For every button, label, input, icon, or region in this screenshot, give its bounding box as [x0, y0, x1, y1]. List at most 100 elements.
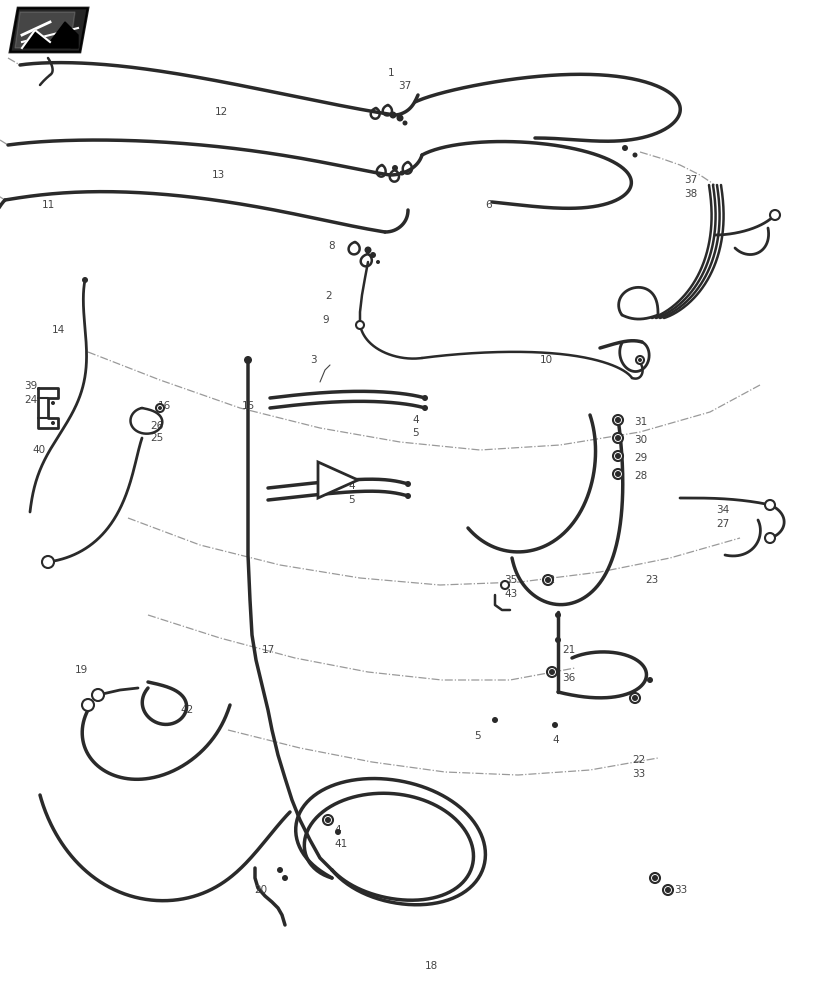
Circle shape — [651, 875, 657, 881]
Text: 17: 17 — [262, 645, 275, 655]
Circle shape — [664, 887, 670, 893]
Circle shape — [554, 637, 560, 643]
Circle shape — [545, 577, 550, 583]
Text: 33: 33 — [631, 769, 645, 779]
Text: 14: 14 — [52, 325, 66, 335]
Circle shape — [396, 114, 403, 121]
Circle shape — [364, 246, 371, 253]
Text: 25: 25 — [150, 433, 163, 443]
Circle shape — [282, 875, 287, 881]
Text: 2: 2 — [324, 291, 331, 301]
Text: 35: 35 — [504, 575, 517, 585]
Circle shape — [402, 120, 407, 125]
Text: 43: 43 — [504, 589, 517, 599]
Circle shape — [636, 356, 643, 364]
Text: 5: 5 — [411, 428, 419, 438]
Circle shape — [663, 885, 672, 895]
Text: 18: 18 — [424, 961, 437, 971]
Text: 6: 6 — [484, 200, 491, 210]
Text: 5: 5 — [473, 731, 480, 741]
Text: 4: 4 — [551, 735, 558, 745]
Circle shape — [549, 669, 554, 675]
Circle shape — [769, 210, 779, 220]
Text: 4: 4 — [333, 825, 340, 835]
Text: 37: 37 — [397, 81, 411, 91]
Circle shape — [764, 500, 774, 510]
Text: 28: 28 — [633, 471, 646, 481]
Circle shape — [551, 722, 557, 728]
Text: 39: 39 — [24, 381, 37, 391]
Circle shape — [422, 395, 428, 401]
Circle shape — [613, 433, 622, 443]
Text: 22: 22 — [631, 755, 645, 765]
Circle shape — [637, 358, 641, 362]
Circle shape — [82, 277, 88, 283]
Text: 21: 21 — [561, 645, 575, 655]
Circle shape — [613, 451, 622, 461]
Circle shape — [629, 693, 639, 703]
Text: 16: 16 — [158, 401, 171, 411]
Circle shape — [244, 356, 251, 364]
Polygon shape — [10, 8, 88, 52]
Text: 4: 4 — [411, 415, 419, 425]
Polygon shape — [22, 22, 78, 48]
Circle shape — [622, 145, 627, 151]
Circle shape — [51, 421, 55, 425]
Text: 19: 19 — [75, 665, 88, 675]
Circle shape — [500, 581, 509, 589]
Circle shape — [546, 667, 556, 677]
Circle shape — [82, 699, 94, 711]
Circle shape — [51, 401, 55, 405]
Text: 26: 26 — [150, 421, 163, 431]
Circle shape — [277, 867, 283, 873]
Text: 15: 15 — [242, 401, 255, 411]
Text: 41: 41 — [333, 839, 346, 849]
Text: 32: 32 — [541, 575, 554, 585]
Text: 42: 42 — [180, 705, 193, 715]
Circle shape — [399, 170, 404, 176]
Text: 29: 29 — [633, 453, 646, 463]
Circle shape — [542, 575, 552, 585]
Circle shape — [554, 612, 560, 618]
Text: 4: 4 — [347, 481, 354, 491]
Text: 9: 9 — [322, 315, 328, 325]
Circle shape — [614, 471, 620, 477]
Circle shape — [376, 260, 379, 264]
Circle shape — [613, 469, 622, 479]
Text: 12: 12 — [215, 107, 228, 117]
Text: 8: 8 — [328, 241, 334, 251]
Circle shape — [391, 165, 397, 171]
Text: 30: 30 — [633, 435, 646, 445]
Text: 3: 3 — [310, 355, 316, 365]
Circle shape — [646, 677, 652, 683]
Text: 40: 40 — [32, 445, 45, 455]
Circle shape — [614, 417, 620, 423]
Polygon shape — [10, 8, 88, 52]
Text: 31: 31 — [633, 417, 646, 427]
Text: 36: 36 — [561, 673, 575, 683]
Text: 10: 10 — [540, 355, 553, 365]
Text: 13: 13 — [212, 170, 225, 180]
Circle shape — [369, 252, 376, 258]
Text: 24: 24 — [24, 395, 37, 405]
Circle shape — [355, 321, 364, 329]
Text: 11: 11 — [42, 200, 55, 210]
Text: 20: 20 — [254, 885, 267, 895]
Text: 5: 5 — [347, 495, 354, 505]
Circle shape — [335, 829, 341, 835]
Circle shape — [405, 493, 410, 499]
Circle shape — [614, 435, 620, 441]
Text: 37: 37 — [683, 175, 696, 185]
Circle shape — [422, 405, 428, 411]
Text: 38: 38 — [683, 189, 696, 199]
Circle shape — [491, 717, 497, 723]
Text: 27: 27 — [715, 519, 728, 529]
Circle shape — [613, 415, 622, 425]
Text: 23: 23 — [645, 575, 658, 585]
Circle shape — [614, 453, 620, 459]
Circle shape — [389, 111, 396, 118]
Circle shape — [156, 404, 164, 412]
Circle shape — [323, 815, 333, 825]
Circle shape — [42, 556, 54, 568]
Circle shape — [764, 533, 774, 543]
